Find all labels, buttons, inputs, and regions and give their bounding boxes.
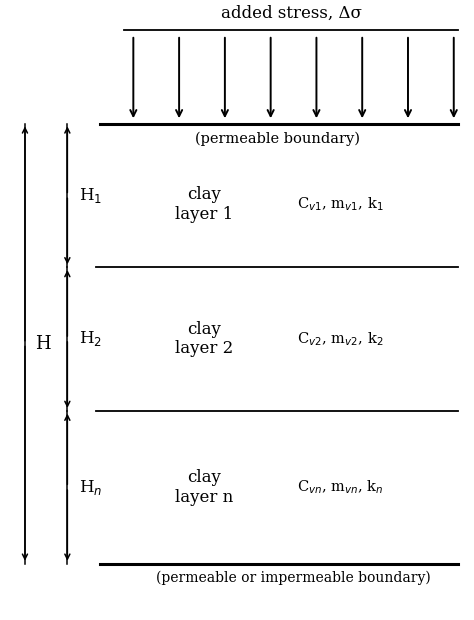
Text: added stress, Δσ: added stress, Δσ: [221, 4, 362, 22]
Text: H$_n$: H$_n$: [79, 477, 102, 497]
Text: C$_{v2}$, m$_{v2}$, k$_2$: C$_{v2}$, m$_{v2}$, k$_2$: [298, 330, 384, 348]
Text: H: H: [36, 335, 51, 353]
Text: H$_1$: H$_1$: [79, 186, 102, 205]
Text: C$_{vn}$, m$_{vn}$, k$_n$: C$_{vn}$, m$_{vn}$, k$_n$: [297, 479, 384, 496]
Text: C$_{v1}$, m$_{v1}$, k$_1$: C$_{v1}$, m$_{v1}$, k$_1$: [297, 196, 384, 213]
Text: clay
layer 2: clay layer 2: [175, 321, 233, 357]
Text: clay
layer 1: clay layer 1: [175, 186, 233, 223]
Text: (permeable boundary): (permeable boundary): [194, 131, 360, 146]
Text: (permeable or impermeable boundary): (permeable or impermeable boundary): [156, 571, 431, 585]
Text: clay
layer n: clay layer n: [175, 469, 233, 505]
Text: H$_2$: H$_2$: [79, 329, 102, 348]
